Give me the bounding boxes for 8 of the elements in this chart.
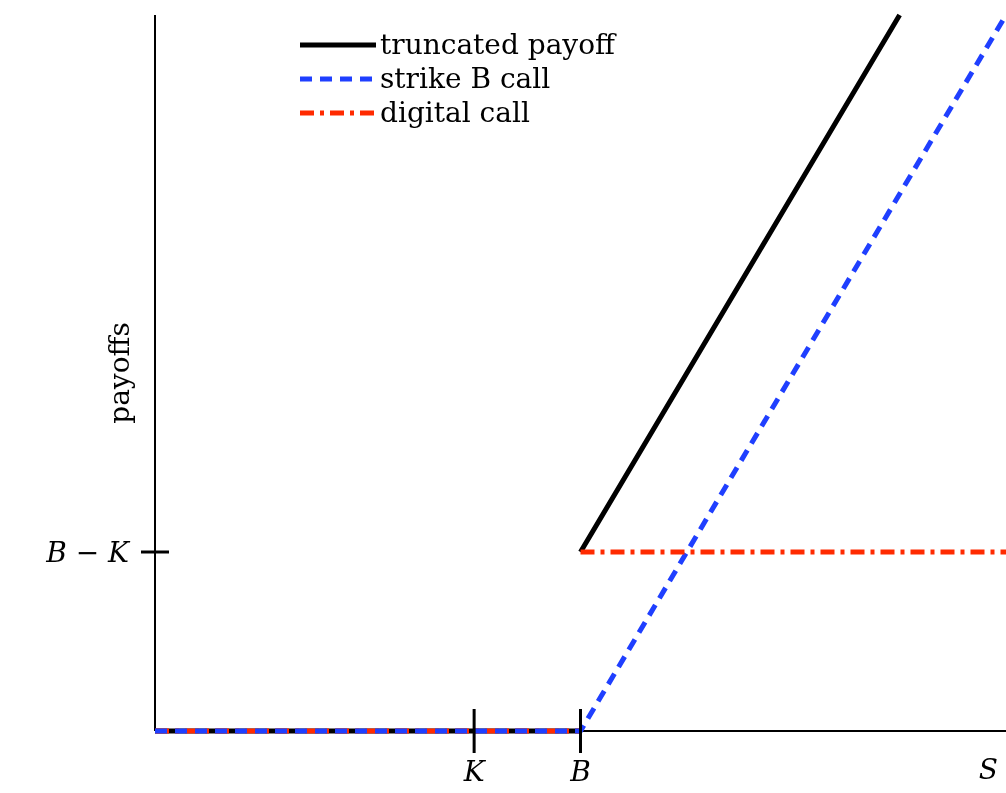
x-tick-label: B xyxy=(569,755,591,788)
legend-label: truncated payoff xyxy=(380,28,618,61)
legend-label: strike B call xyxy=(380,62,551,95)
x-axis-title: S xyxy=(978,753,998,786)
text: B − K xyxy=(45,536,132,569)
y-axis-title: payoffs xyxy=(103,322,136,424)
legend-label: digital call xyxy=(380,96,530,129)
x-tick-label: K xyxy=(462,755,487,788)
